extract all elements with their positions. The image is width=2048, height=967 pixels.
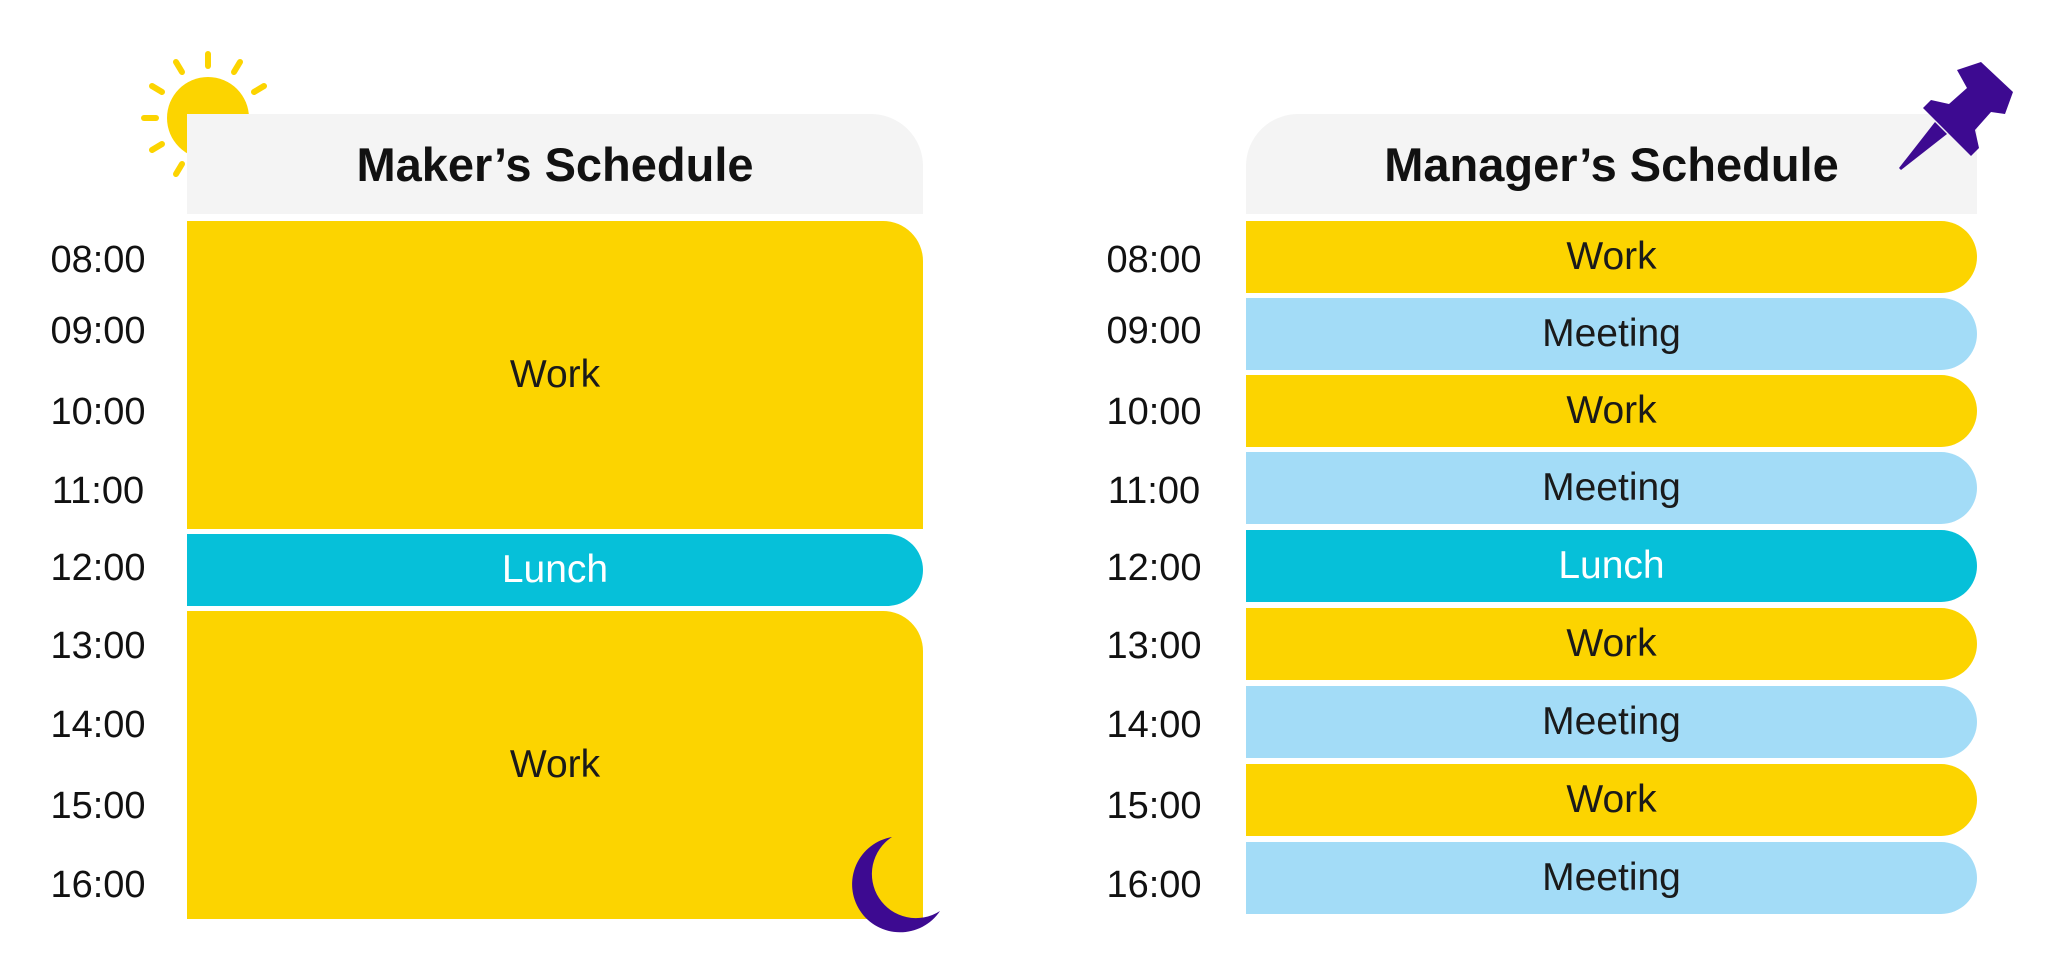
time-label: 11:00 xyxy=(51,470,145,512)
makers-schedule-panel: Maker’s Schedule xyxy=(187,114,923,214)
time-label: 12:00 xyxy=(50,547,146,589)
time-label: 09:00 xyxy=(1106,310,1202,352)
time-label: 08:00 xyxy=(50,239,146,281)
manager-meeting-block: Meeting xyxy=(1246,298,1977,370)
moon-icon xyxy=(852,837,940,933)
time-label: 12:00 xyxy=(1106,547,1202,589)
time-label: 09:00 xyxy=(50,310,146,352)
time-label: 15:00 xyxy=(50,785,146,827)
pushpin-icon xyxy=(1899,62,2013,170)
maker-work-block: Work xyxy=(187,221,923,529)
manager-work-block: Work xyxy=(1246,608,1977,680)
time-label: 08:00 xyxy=(1106,239,1202,281)
time-label: 14:00 xyxy=(50,704,146,746)
manager-meeting-block: Meeting xyxy=(1246,686,1977,758)
manager-meeting-block: Meeting xyxy=(1246,452,1977,524)
time-label: 10:00 xyxy=(1106,391,1202,433)
time-label: 11:00 xyxy=(1107,470,1201,512)
makers-schedule-title: Maker’s Schedule xyxy=(187,114,923,214)
manager-meeting-block: Meeting xyxy=(1246,842,1977,914)
maker-lunch-block: Lunch xyxy=(187,534,923,606)
manager-lunch-block: Lunch xyxy=(1246,530,1977,602)
time-label: 14:00 xyxy=(1106,704,1202,746)
manager-work-block: Work xyxy=(1246,221,1977,293)
maker-work-block: Work xyxy=(187,611,923,919)
time-label: 13:00 xyxy=(1106,625,1202,667)
managers-schedule-title: Manager’s Schedule xyxy=(1246,114,1977,214)
managers-schedule-panel: Manager’s Schedule xyxy=(1246,114,1977,214)
time-label: 16:00 xyxy=(1106,864,1202,906)
manager-work-block: Work xyxy=(1246,375,1977,447)
manager-work-block: Work xyxy=(1246,764,1977,836)
time-label: 15:00 xyxy=(1106,785,1202,827)
time-label: 16:00 xyxy=(50,864,146,906)
time-label: 13:00 xyxy=(50,625,146,667)
time-label: 10:00 xyxy=(50,391,146,433)
